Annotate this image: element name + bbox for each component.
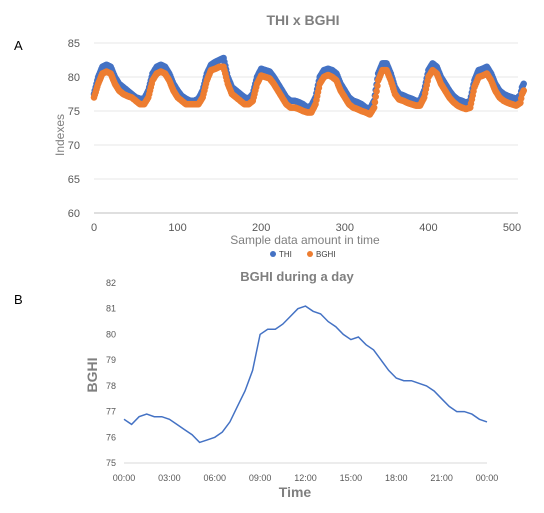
chart-a-y-ticks: 60 65 70 75 80 85 xyxy=(68,38,80,220)
legend-thi-marker xyxy=(270,251,276,257)
chart-b-y-tick-label: 75 xyxy=(106,458,116,468)
chart-b-title: BGHI during a day xyxy=(240,269,354,284)
chart-a-x-tick-label: 200 xyxy=(252,222,270,234)
chart-a-y-tick-label: 85 xyxy=(68,38,80,50)
legend-bghi-label: BGHI xyxy=(316,250,336,259)
chart-a-x-tick-label: 400 xyxy=(419,222,437,234)
chart-b-x-tick-label: 00:00 xyxy=(476,473,499,483)
chart-b-x-tick-label: 12:00 xyxy=(294,473,317,483)
chart-a-x-tick-label: 0 xyxy=(91,222,97,234)
chart-a-series-bghi xyxy=(90,63,527,118)
chart-a-point xyxy=(371,98,379,106)
chart-a-point xyxy=(520,87,527,94)
chart-b-x-label: Time xyxy=(279,484,312,500)
chart-b-x-tick-label: 09:00 xyxy=(249,473,272,483)
legend-thi-label: THI xyxy=(279,250,292,259)
chart-b-x-tick-label: 00:00 xyxy=(113,473,136,483)
chart-b-y-tick-label: 76 xyxy=(106,432,116,442)
chart-a-title: THI x BGHI xyxy=(266,12,339,28)
panel-label-b: B xyxy=(14,292,23,307)
chart-a-x-tick-label: 300 xyxy=(336,222,354,234)
chart-a-point xyxy=(373,88,380,95)
panel-label-a: A xyxy=(14,38,23,53)
chart-a-point xyxy=(372,93,380,100)
chart-b-x-tick-label: 18:00 xyxy=(385,473,408,483)
chart-b-y-tick-label: 78 xyxy=(106,381,116,391)
chart-b-y-tick-label: 80 xyxy=(106,329,116,339)
chart-b-x-tick-label: 15:00 xyxy=(340,473,363,483)
chart-a-legend: THI BGHI xyxy=(270,250,336,259)
chart-a-points xyxy=(90,54,527,118)
chart-b-x-tick-label: 06:00 xyxy=(203,473,226,483)
chart-b-x-ticks: 00:00 03:00 06:00 09:00 12:00 15:00 18:00 21:00… xyxy=(113,473,499,483)
chart-b-y-tick-label: 81 xyxy=(106,304,116,314)
chart-a-x-label: Sample data amount in time xyxy=(230,233,380,247)
chart-a-y-tick-label: 65 xyxy=(68,174,80,186)
chart-a-y-tick-label: 80 xyxy=(68,72,80,84)
chart-b-y-tick-label: 77 xyxy=(106,407,116,417)
chart-b-y-label: BGHI xyxy=(84,358,100,393)
chart-a-x-tick-label: 100 xyxy=(168,222,186,234)
chart-b-y-tick-label: 79 xyxy=(106,355,116,365)
chart-thi-bghi: THI x BGHI 60 65 70 75 80 85 0 100 200 300 400 500… xyxy=(53,12,527,259)
chart-a-point xyxy=(374,82,381,90)
chart-a-point xyxy=(520,80,527,88)
chart-b-x-tick-label: 03:00 xyxy=(158,473,181,483)
chart-a-y-tick-label: 75 xyxy=(68,106,80,118)
chart-a-x-tick-label: 500 xyxy=(503,222,521,234)
chart-a-point xyxy=(370,104,378,111)
legend-bghi-marker xyxy=(307,251,313,257)
chart-b-x-tick-label: 21:00 xyxy=(430,473,453,483)
chart-a-y-tick-label: 70 xyxy=(68,140,80,152)
chart-b-series-line xyxy=(123,305,488,444)
chart-b-y-ticks: 75 76 77 78 79 80 81 82 xyxy=(106,278,116,468)
chart-a-x-ticks: 0 100 200 300 400 500 xyxy=(91,222,521,234)
chart-a-y-tick-label: 60 xyxy=(68,208,80,220)
chart-a-y-label: Indexes xyxy=(53,114,67,156)
chart-b-y-tick-label: 82 xyxy=(106,278,116,288)
